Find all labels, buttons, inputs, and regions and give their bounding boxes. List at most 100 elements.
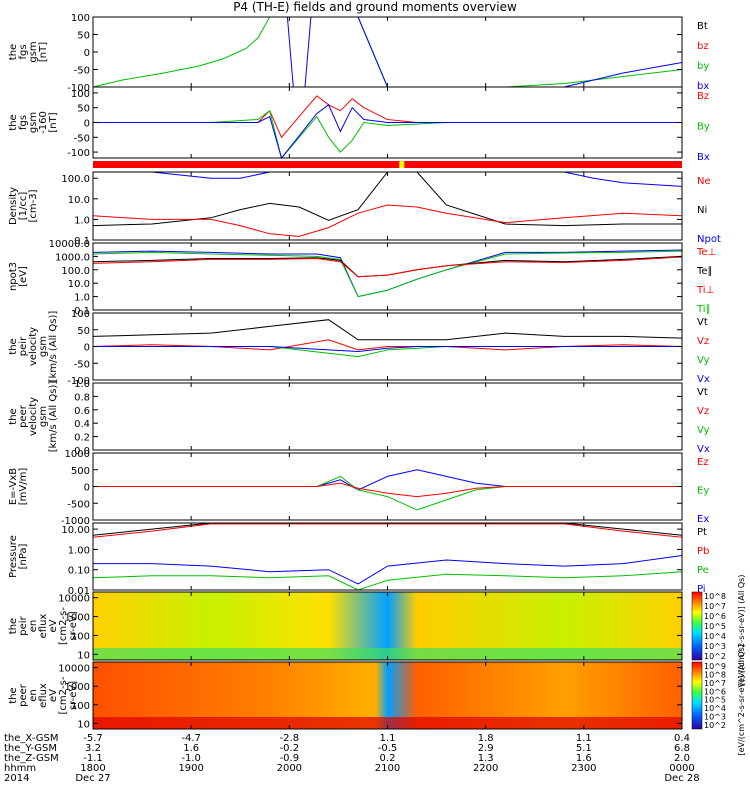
- x-tick-label: 1.1: [576, 733, 592, 744]
- panel-8: 10.00 1.00 0.10 0.01 Pressure [nPa] Pt Pb Pe Pi: [8, 522, 709, 597]
- x-tick-label: -1.1: [83, 753, 103, 764]
- y-axis-label: Density [1/cc] [cm-3]: [8, 187, 39, 225]
- x-tick-label: 1900: [178, 763, 203, 774]
- y-axis-label: Pressure [nPa]: [8, 535, 29, 578]
- y-label-line: [mV/m]: [18, 468, 29, 506]
- x-tick-label: 2100: [375, 763, 400, 774]
- y-label-line: eV: [48, 619, 59, 632]
- y-tick-label: 0: [84, 119, 90, 130]
- legend-entry: by: [697, 61, 709, 72]
- y-label-line: gsm: [28, 112, 39, 133]
- y-tick-label: -50: [74, 66, 90, 77]
- y-tick-label: 0.6: [74, 406, 90, 417]
- series-Te⊥: [92, 256, 683, 278]
- y-tick-label: 10: [77, 719, 90, 730]
- x-tick-label: 0.4: [674, 733, 690, 744]
- x-axis-row-label: 2014: [4, 773, 29, 784]
- x-tick-label: Dec 28: [664, 773, 699, 784]
- y-tick-label: 1000: [65, 613, 90, 624]
- legend-entry: bz: [697, 41, 709, 52]
- x-tick-label: 1.1: [380, 733, 396, 744]
- legend-entry: Vx: [697, 374, 710, 385]
- y-label-line: the: [8, 338, 19, 354]
- x-axis-row-label: the_X-GSM: [4, 733, 58, 744]
- y-tick-label: 10.0: [68, 195, 90, 206]
- y-tick-label: 10000: [58, 594, 90, 605]
- y-label-line: eflux: [38, 614, 49, 639]
- series-Vx: [93, 346, 682, 353]
- y-tick-label: -100: [67, 376, 90, 387]
- colorbar-label: [eV/(cm^2-s-sr-eV)] (All Qs): [737, 644, 746, 755]
- y-label-line: [cm2-s-: [58, 607, 69, 645]
- y-label-line: gsm: [38, 336, 49, 357]
- y-tick-label: 50: [77, 31, 90, 42]
- y-tick-label: 100: [71, 631, 90, 642]
- x-tick-label: 3.2: [85, 743, 101, 754]
- y-tick-label: 1.0: [74, 215, 90, 226]
- y-label-line: peer: [18, 683, 29, 707]
- colorbar-tick: 10^6: [704, 687, 726, 696]
- y-tick-label: 100: [71, 89, 90, 100]
- y-axis-label: the peir velocity gsm [km/s (All Qs)]: [8, 311, 59, 383]
- y-label-line: en: [28, 620, 39, 633]
- legend-entry: Vy: [697, 355, 710, 366]
- y-tick-label: 100.0: [61, 174, 90, 185]
- y-label-line: [1/cc]: [18, 192, 29, 221]
- y-tick-label: -500: [67, 499, 90, 510]
- y-tick-label: 100: [71, 309, 90, 320]
- x-tick-label: 2.0: [674, 753, 690, 764]
- x-tick-label: 2000: [277, 763, 302, 774]
- colorbar-tick: 10^5: [704, 622, 726, 631]
- x-tick-label: 1.8: [478, 733, 494, 744]
- y-axis-label: the peir en eflux eV [cm2-s-sr-eV]: [8, 607, 79, 645]
- y-tick-label: 10.00: [61, 525, 90, 536]
- y-label-line: en: [28, 689, 39, 702]
- y-tick-label: 10000.0: [49, 239, 90, 250]
- x-tick-label: -1.0: [181, 753, 201, 764]
- panel-frame: [92, 171, 683, 241]
- series-Bz: [93, 95, 682, 139]
- y-label-line: npot3: [8, 262, 19, 291]
- colorbar-tick: 10^6: [704, 612, 726, 621]
- panel-9: 10^810^710^610^510^410^310^2 [eV/(cm^2-s-…: [8, 575, 746, 686]
- panel-3: 100.0 10.0 1.0 0.1 Density [1/cc] [cm-3] Ne Ni Np…: [8, 171, 721, 247]
- panel-1: 100 50 0 -50 -100 the fgs gsm [nT] Bt bz by bx: [8, 13, 709, 94]
- legend-entry: bx: [697, 81, 709, 92]
- low-energy-band: [93, 717, 682, 729]
- y-tick-label: 0.2: [74, 433, 90, 444]
- colorbar-tick: 10^4: [704, 704, 726, 713]
- y-tick-label: 10000: [58, 664, 90, 675]
- legend-entry: Bz: [697, 91, 709, 102]
- y-label-line: [nPa]: [18, 543, 29, 569]
- y-label-line: the: [8, 44, 19, 60]
- y-tick-label: 0.8: [74, 392, 90, 403]
- legend-entry: Ti⊥: [696, 285, 714, 296]
- y-label-line: [cm-3]: [28, 189, 39, 222]
- y-tick-label: 1.00: [68, 545, 90, 556]
- y-tick-label: 50: [77, 326, 90, 337]
- mode-bar: [93, 161, 682, 168]
- y-label-line: fgs: [18, 44, 29, 59]
- panel-7: 1000 500 0 -500 -1000 E=-VxB [mV/m] Ez Ey Ex: [8, 449, 709, 527]
- y-axis-label: the fgs gsm [nT]: [8, 41, 49, 62]
- y-tick-label: -100: [67, 83, 90, 94]
- colorbar-tick: 10^3: [704, 713, 726, 722]
- colorbar-tick: 10^2: [704, 721, 726, 730]
- x-tick-label: -0.9: [280, 753, 300, 764]
- y-label-line: the: [8, 618, 19, 634]
- x-tick-label: -0.5: [378, 743, 398, 754]
- x-tick-label: 6.8: [674, 743, 690, 754]
- x-tick-label: 0.2: [380, 753, 396, 764]
- legend-entry: Ey: [697, 486, 709, 497]
- legend-entry: Pb: [697, 546, 709, 557]
- y-label-line: velocity: [28, 327, 39, 366]
- x-tick-label: 2.9: [478, 743, 494, 754]
- series-Ez: [93, 482, 682, 498]
- colorbar: [691, 591, 703, 661]
- colorbar-tick: 10^5: [704, 696, 726, 705]
- y-label-line: the: [8, 114, 19, 130]
- panel-5: 100 50 0 -50 -100 the peir velocity gsm [km/s (Al…: [8, 309, 710, 387]
- y-tick-label: 0: [84, 48, 90, 59]
- colorbar-label: [eV/(cm^2-s-sr-eV)] (All Qs): [737, 575, 746, 686]
- y-label-line: Density: [8, 187, 19, 225]
